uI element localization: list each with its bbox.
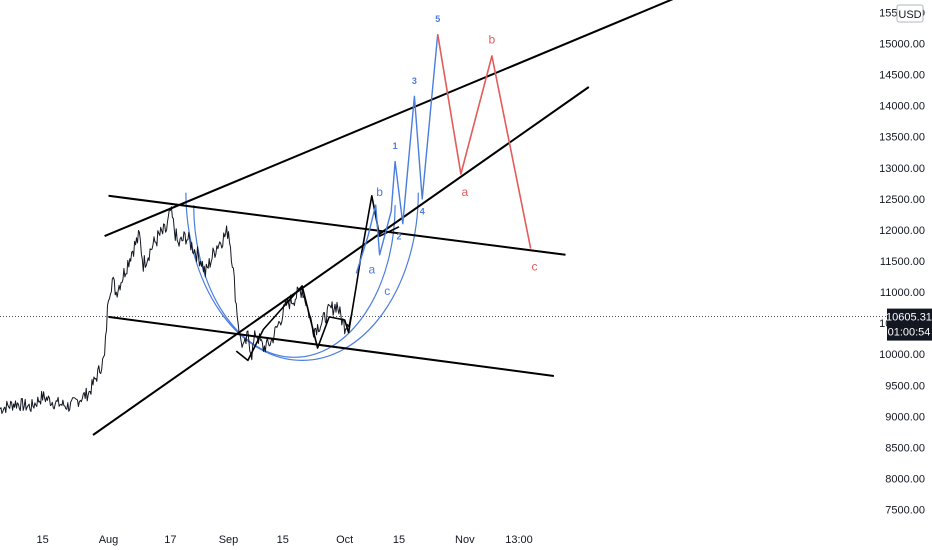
red-wave-layer[interactable] — [436, 34, 532, 249]
last-price-label: 10605.31 — [886, 312, 932, 324]
y-tick-label: 13500.00 — [879, 132, 925, 144]
wave-label-blue-2: 2 — [396, 231, 401, 241]
x-tick-label: 15 — [36, 534, 48, 546]
x-tick-label: Aug — [99, 534, 119, 546]
y-tick-label: 12000.00 — [879, 225, 925, 237]
y-tick-label: 14000.00 — [879, 101, 925, 113]
y-tick-label: 8500.00 — [885, 442, 925, 454]
x-tick-label: 17 — [164, 534, 176, 546]
blue-wave-path[interactable] — [355, 34, 439, 274]
arc-outer[interactable] — [185, 192, 419, 361]
x-tick-label: Sep — [219, 534, 239, 546]
y-tick-label: 9500.00 — [885, 380, 925, 392]
trendlines-layer[interactable] — [92, 0, 686, 436]
trendline-upper-falling[interactable] — [108, 194, 566, 256]
wave-label-blue-c: c — [384, 284, 390, 298]
currency-label: USD — [898, 9, 921, 21]
y-tick-label: 11500.00 — [880, 256, 925, 268]
trendline-lower-falling[interactable] — [108, 315, 555, 377]
blue-wave-layer[interactable] — [355, 34, 439, 274]
x-tick-label: Nov — [455, 534, 475, 546]
last-price-badge: 10605.31 01:00:54 — [886, 308, 932, 341]
wave-label-blue-3: 3 — [412, 76, 417, 86]
trendline-middle-rising[interactable] — [92, 86, 590, 436]
y-tick-label: 10000.00 — [879, 349, 925, 361]
x-tick-label: 15 — [277, 534, 289, 546]
last-price-box — [887, 308, 932, 341]
currency-badge-box — [896, 4, 924, 23]
x-tick-label: 13:00 — [505, 534, 533, 546]
wave-label-red-c: c — [532, 259, 538, 273]
wave-label-red-a: a — [461, 185, 468, 199]
x-tick-label: 15 — [393, 534, 405, 546]
price-line[interactable] — [0, 206, 353, 414]
black-wave-layer[interactable] — [235, 195, 400, 362]
wave-label-blue-1: 1 — [393, 141, 398, 151]
wave-label-blue-b: b — [376, 185, 383, 199]
trendline-upper-rising[interactable] — [104, 0, 686, 238]
red-wave-path[interactable] — [436, 34, 532, 249]
wave-label-blue-4: 4 — [420, 206, 425, 216]
y-tick-label: 15000.00 — [879, 39, 925, 51]
wave-label-red-b: b — [489, 33, 496, 47]
y-tick-label: 12500.00 — [879, 194, 925, 206]
y-tick-label: 11000.00 — [880, 287, 925, 299]
y-tick-label: 14500.00 — [879, 70, 925, 82]
wave-label-blue-a: a — [368, 262, 375, 276]
countdown-label: 01:00:54 — [888, 327, 931, 339]
y-axis[interactable]: 15500.0015000.0014500.0014000.0013500.00… — [879, 7, 925, 516]
wave-label-blue-5: 5 — [435, 14, 440, 24]
price-series-layer — [0, 206, 353, 414]
x-tick-label: Oct — [336, 534, 353, 546]
black-wave-path[interactable] — [235, 195, 400, 362]
x-axis[interactable]: 15 Aug 17 Sep 15 Oct 15 Nov 13:00 — [36, 534, 532, 546]
y-tick-label: 7500.00 — [885, 505, 925, 517]
y-tick-label: 13000.00 — [879, 163, 925, 175]
y-tick-label: 8000.00 — [885, 474, 925, 486]
y-tick-label: 9000.00 — [885, 411, 925, 423]
currency-badge[interactable]: USD — [896, 4, 924, 23]
